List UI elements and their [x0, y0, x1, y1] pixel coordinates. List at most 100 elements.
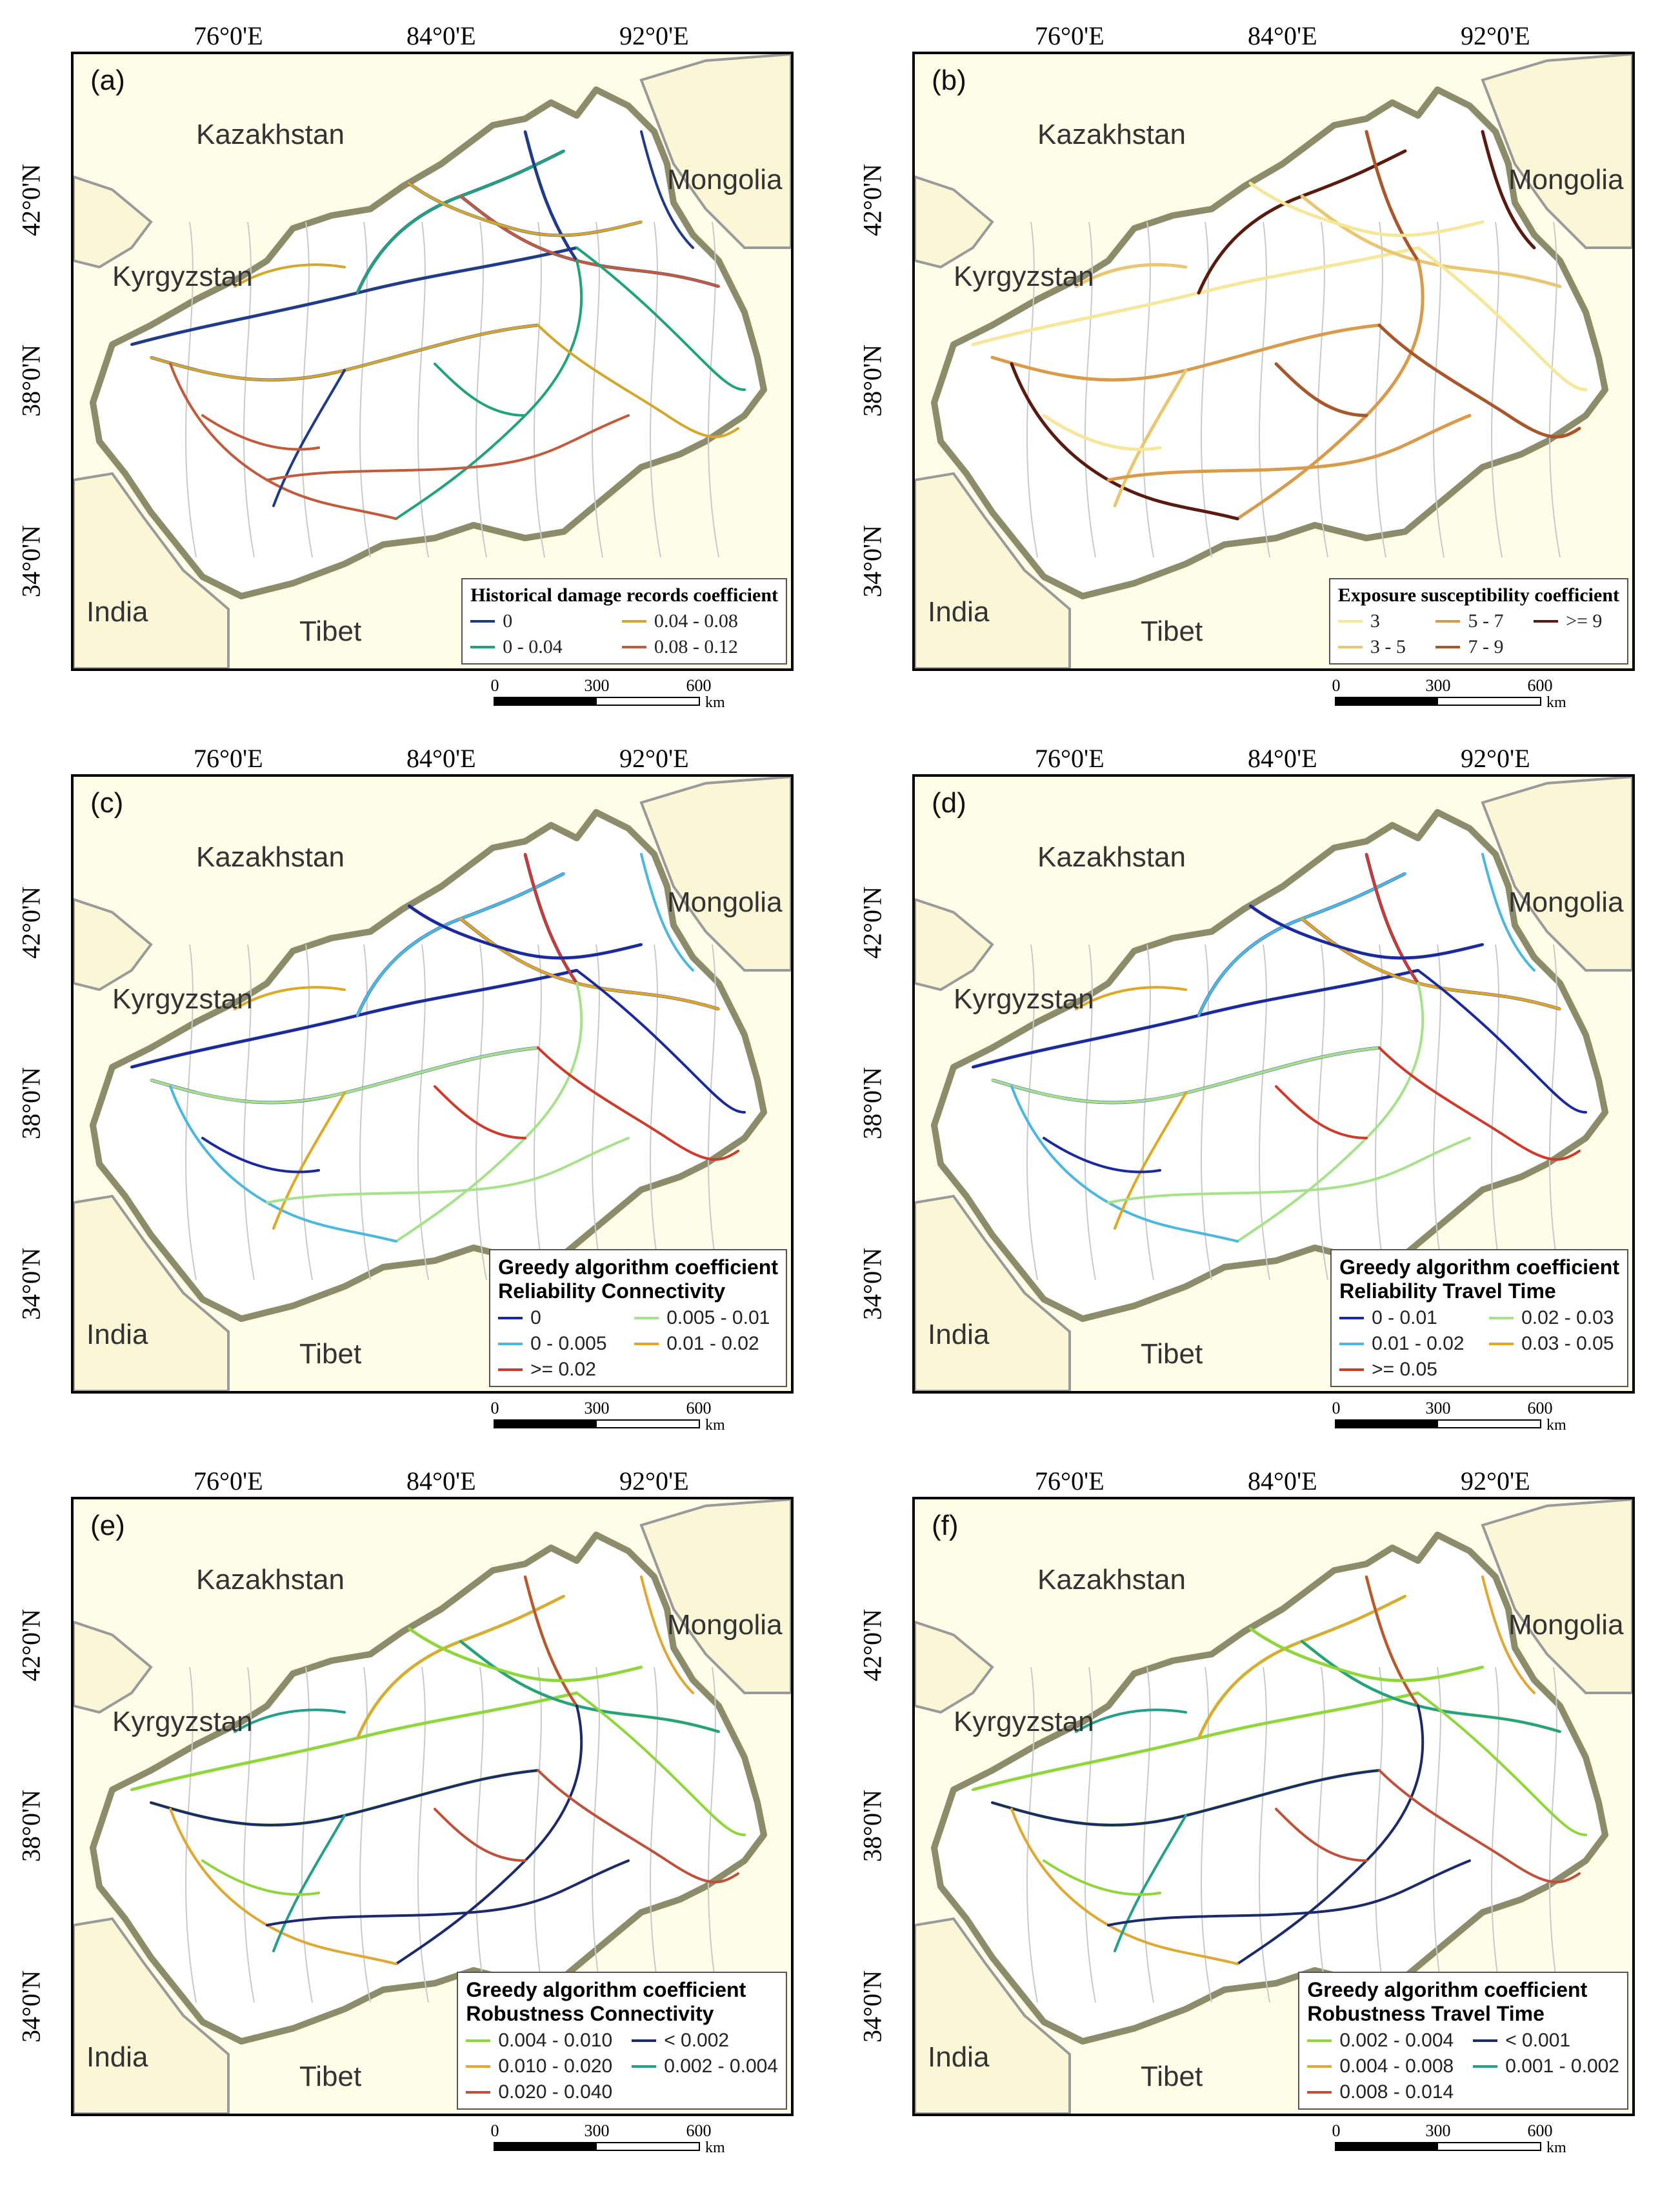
road-segment	[1365, 1576, 1419, 1707]
region-outline	[931, 86, 1608, 599]
scale-bar: 0 300 600 km	[1332, 1399, 1566, 1434]
map-frame: (f) Kazakhstan Mongolia Kyrgyzstan India…	[912, 1497, 1635, 2116]
legend: Greedy algorithm coefficient Reliability …	[1330, 1249, 1628, 1387]
road-segment	[1249, 1627, 1484, 1682]
road-segment	[266, 1137, 630, 1204]
lat-label: 42°0'N	[857, 163, 887, 237]
legend-swatch	[1339, 1317, 1365, 1319]
panel-tag: (e)	[90, 1510, 125, 1541]
legend-swatch	[634, 1317, 659, 1319]
legend-item: 0.005 - 0.01	[634, 1307, 778, 1329]
road-segment	[201, 1137, 320, 1174]
road-segment	[537, 324, 739, 439]
lat-label: 34°0'N	[857, 525, 887, 598]
map-panel-e: 76°0'E 84°0'E 92°0'E 42°0'N 38°0'N 34°0'N (e)…	[0, 1445, 839, 2168]
label-india: India	[86, 596, 148, 628]
legend-item: 0.002 - 0.004	[632, 2056, 778, 2077]
map-canvas	[915, 777, 1632, 1391]
legend-swatch	[470, 620, 495, 623]
road-segment	[575, 246, 746, 391]
map-canvas	[915, 1499, 1632, 2114]
legend-item: 0 - 0.005	[498, 1333, 615, 1355]
scale-bar: 0 300 600 km	[1332, 676, 1566, 711]
legend-title: Exposure susceptibility coefficient	[1337, 585, 1619, 606]
legend-swatch	[498, 1368, 523, 1371]
lon-label: 84°0'E	[1248, 744, 1317, 773]
road-segment	[1481, 853, 1535, 972]
legend-item: 0.02 - 0.03	[1489, 1307, 1619, 1329]
lat-label: 42°0'N	[16, 163, 46, 237]
legend-item: 0	[470, 610, 603, 632]
road-segment	[434, 363, 526, 417]
label-kyrgyzstan: Kyrgyzstan	[954, 1706, 1094, 1737]
label-india: India	[928, 2041, 990, 2073]
lat-label: 38°0'N	[857, 344, 887, 417]
legend-item: 0	[498, 1307, 615, 1329]
legend-swatch	[1337, 620, 1363, 623]
road-segment	[1114, 1814, 1187, 1952]
road-segment	[1378, 1769, 1581, 1884]
label-kyrgyzstan: Kyrgyzstan	[112, 1706, 253, 1737]
label-kyrgyzstan: Kyrgyzstan	[112, 261, 253, 292]
road-segment	[266, 1859, 630, 1926]
road-segment	[201, 1859, 320, 1896]
legend-item: 0.03 - 0.05	[1489, 1333, 1619, 1355]
legend-swatch	[1489, 1317, 1514, 1319]
legend-title: Greedy algorithm coefficient	[1307, 1978, 1588, 2001]
legend-item: 0.010 - 0.020	[466, 2056, 612, 2077]
lat-label: 42°0'N	[857, 886, 887, 959]
legend-swatch	[1339, 1368, 1365, 1371]
lat-label: 38°0'N	[16, 1066, 46, 1140]
lat-label: 38°0'N	[857, 1066, 887, 1140]
legend: Greedy algorithm coefficient Robustness T…	[1298, 1972, 1628, 2110]
legend-subtitle: Reliability Travel Time	[1339, 1279, 1556, 1303]
panel-tag: (a)	[90, 65, 125, 96]
map-frame: (c) Kazakhstan Mongolia Kyrgyzstan India…	[71, 774, 794, 1394]
lon-label: 76°0'E	[194, 744, 263, 773]
lat-label: 42°0'N	[16, 1608, 46, 1682]
map-canvas	[74, 777, 791, 1391]
label-kazakhstan: Kazakhstan	[1037, 1564, 1186, 1596]
label-india: India	[928, 1319, 990, 1350]
region-outline	[931, 809, 1608, 1322]
legend-swatch	[1435, 620, 1461, 623]
road-segment	[1275, 1085, 1368, 1139]
legend-swatch	[1473, 2065, 1498, 2068]
legend-title: Greedy algorithm coefficient	[466, 1978, 746, 2001]
road-segment	[408, 905, 643, 959]
road-segment	[524, 853, 578, 985]
road-segment	[1107, 1137, 1471, 1204]
legend: Greedy algorithm coefficient Reliability …	[489, 1249, 787, 1387]
road-segment	[1417, 969, 1587, 1114]
road-segment	[1075, 1708, 1187, 1733]
road-segment	[640, 853, 694, 972]
label-kyrgyzstan: Kyrgyzstan	[112, 983, 253, 1015]
legend-swatch	[1307, 2039, 1332, 2042]
road-segment	[537, 1769, 739, 1884]
legend: Greedy algorithm coefficient Robustness C…	[457, 1972, 787, 2110]
road-segment	[524, 1576, 578, 1707]
label-tibet: Tibet	[1141, 1338, 1203, 1370]
legend: Historical damage records coefficient 0 …	[461, 578, 787, 665]
road-segment	[1043, 1859, 1161, 1896]
road-segment	[575, 969, 746, 1114]
lon-label: 76°0'E	[1035, 744, 1105, 773]
panel-tag: (b)	[932, 65, 966, 96]
map-frame: (a) Kazakhstan Mongolia Kyrgyzstan India…	[71, 52, 794, 671]
legend-item: 0.002 - 0.004	[1307, 2030, 1454, 2052]
label-mongolia: Mongolia	[667, 886, 783, 918]
lat-label: 38°0'N	[16, 344, 46, 417]
label-kazakhstan: Kazakhstan	[196, 119, 345, 150]
lon-label: 92°0'E	[1461, 1466, 1530, 1496]
road-segment	[537, 1046, 739, 1161]
panel-tag: (f)	[932, 1510, 959, 1541]
label-tibet: Tibet	[299, 615, 362, 647]
road-segment	[1365, 853, 1419, 985]
lat-label: 34°0'N	[857, 1247, 887, 1321]
road-segment	[1275, 1808, 1368, 1862]
road-segment	[1074, 263, 1188, 288]
lon-label: 76°0'E	[1035, 21, 1105, 50]
lon-label: 92°0'E	[619, 1466, 689, 1496]
road-segment	[1106, 414, 1472, 482]
legend-swatch	[498, 1343, 523, 1345]
